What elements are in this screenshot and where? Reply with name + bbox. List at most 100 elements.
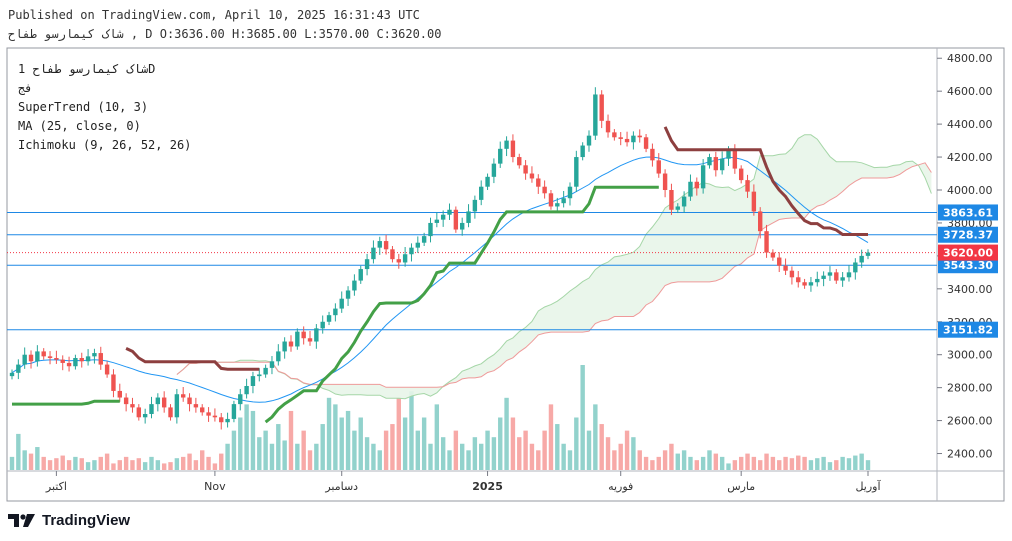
volume-bar (35, 447, 40, 470)
volume-bar (802, 456, 807, 470)
candle-body (688, 181, 693, 197)
price-line-label-box (938, 257, 998, 274)
candle-body (161, 397, 167, 408)
volume-bar (713, 453, 719, 470)
volume-bar (789, 458, 795, 470)
candle-body (434, 219, 440, 223)
volume-bar (161, 463, 167, 470)
candle-body (402, 254, 408, 263)
candle-body (681, 196, 687, 207)
candle-body (320, 321, 325, 329)
candle-body (142, 414, 148, 418)
candle-body (16, 364, 21, 373)
y-tick-label: 2400.00 (947, 448, 993, 461)
tradingview-logo-icon (8, 513, 35, 527)
volume-bar (123, 456, 129, 470)
ichimoku-span-b (176, 162, 932, 388)
candle-body (244, 386, 249, 395)
volume-bar (92, 460, 97, 470)
volume-bar (396, 397, 401, 470)
candle-body (605, 120, 611, 133)
candle-body (485, 176, 490, 187)
volume-bar (301, 430, 306, 470)
volume-bar (345, 410, 351, 470)
candle-body (301, 331, 306, 339)
volume-bar (231, 430, 237, 470)
candle-body (808, 282, 814, 286)
candle-body (181, 394, 186, 398)
candle-body (98, 353, 103, 365)
volume-bar (700, 456, 706, 470)
volume-bar (440, 437, 446, 470)
volume-bar (599, 424, 604, 470)
volume-bar (402, 417, 408, 470)
volume-bar (73, 456, 78, 470)
volume-bar (479, 443, 484, 470)
candle-body (54, 358, 59, 360)
candle-body (219, 417, 224, 423)
candle-body (580, 145, 585, 158)
volume-bar (859, 453, 864, 470)
volume-bar (865, 460, 871, 470)
tradingview-brand[interactable]: TradingView (8, 512, 130, 529)
candle-body (28, 354, 34, 362)
candle-body (675, 206, 680, 210)
volume-bar (548, 404, 554, 470)
volume-bar (85, 462, 91, 470)
volume-bar (333, 404, 338, 470)
candle-body (352, 280, 357, 291)
volume-bar (675, 453, 680, 470)
volume-bar (22, 450, 27, 470)
candle-body (123, 397, 129, 405)
volume-bar (352, 430, 357, 470)
volume-bar (504, 397, 509, 470)
volume-bar (637, 450, 642, 470)
ohlc-line: شاک کیمارسو طفاح , D O:3636.00 H:3685.00… (8, 27, 442, 41)
volume-bar (244, 404, 249, 470)
y-tick-label: 4400.00 (947, 118, 993, 131)
candle-body (257, 374, 262, 377)
candle-body (168, 407, 173, 418)
candle-body (504, 140, 509, 149)
volume-bar (136, 458, 142, 470)
legend-supertrend[interactable]: SuperTrend (10, 3) (18, 100, 149, 114)
candle-body (542, 186, 547, 194)
candle-body (821, 275, 826, 279)
volume-bar (250, 410, 256, 470)
volume-bar (656, 456, 661, 470)
candle-body (364, 259, 370, 270)
volume-bar (694, 460, 699, 470)
candle-body (707, 157, 712, 166)
candle-body (751, 191, 757, 212)
candle-body (238, 394, 243, 405)
candle-body (738, 168, 744, 181)
candle-body (174, 394, 180, 418)
x-tick-label: اکتبر (45, 480, 67, 493)
price-line-label: 3543.30 (943, 259, 993, 272)
candle-body (111, 374, 116, 391)
volume-bar (212, 463, 218, 470)
volume-bar (320, 424, 325, 470)
volume-bar (168, 462, 173, 470)
legend-ichimoku[interactable]: Ichimoku (9, 26, 52, 26) (18, 138, 192, 152)
legend-ma[interactable]: MA (25, close, 0) (18, 119, 141, 133)
volume-bar (54, 458, 59, 470)
candle-body (9, 372, 15, 377)
volume-bar (257, 437, 262, 470)
candle-body (421, 236, 427, 243)
supertrend-line (125, 347, 260, 371)
candle-body (212, 415, 218, 418)
volume-bar (650, 460, 655, 470)
volume-bar (491, 437, 497, 470)
volume-bar (225, 443, 230, 470)
candle-body (288, 341, 294, 347)
volume-bar (434, 404, 440, 470)
last-price-label: 3620.00 (943, 247, 993, 260)
candle-body (770, 252, 776, 258)
candle-body (796, 277, 801, 283)
candle-body (650, 148, 655, 161)
volume-bar (523, 430, 528, 470)
volume-bar (307, 450, 313, 470)
candle-body (472, 199, 478, 212)
